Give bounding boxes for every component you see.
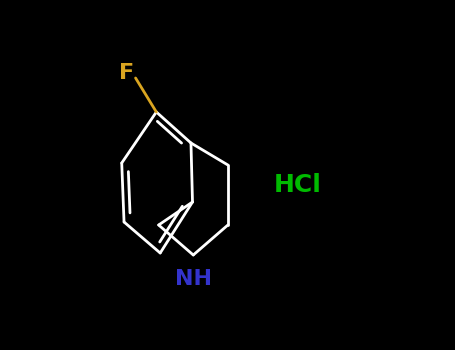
Text: NH: NH <box>175 269 212 289</box>
Text: F: F <box>119 63 134 83</box>
Text: HCl: HCl <box>273 174 321 197</box>
